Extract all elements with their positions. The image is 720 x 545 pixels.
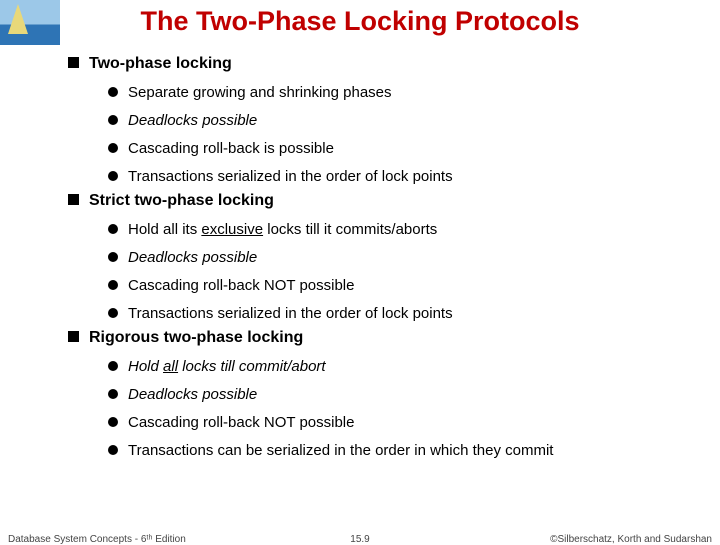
- circle-bullet-icon: [108, 280, 118, 290]
- list-item-level1: Two-phase locking: [68, 54, 696, 73]
- list-item-level2: Cascading roll-back is possible: [108, 139, 696, 157]
- list-item-level2: Hold all its exclusive locks till it com…: [108, 220, 696, 238]
- bullet-text: Cascading roll-back NOT possible: [128, 414, 355, 431]
- circle-bullet-icon: [108, 115, 118, 125]
- list-item-level2: Separate growing and shrinking phases: [108, 83, 696, 101]
- square-bullet-icon: [68, 57, 79, 68]
- content-list: Two-phase locking Separate growing and sh…: [68, 48, 696, 459]
- circle-bullet-icon: [108, 224, 118, 234]
- bullet-text: Separate growing and shrinking phases: [128, 84, 392, 101]
- circle-bullet-icon: [108, 143, 118, 153]
- slide-title: The Two-Phase Locking Protocols: [0, 6, 720, 37]
- bullet-text: Cascading roll-back NOT possible: [128, 277, 355, 294]
- slide: The Two-Phase Locking Protocols Two-phas…: [0, 0, 720, 540]
- bullet-text: Rigorous two-phase locking: [89, 329, 303, 347]
- list-item-level2: Cascading roll-back NOT possible: [108, 413, 696, 431]
- circle-bullet-icon: [108, 389, 118, 399]
- bullet-text: Deadlocks possible: [128, 112, 257, 129]
- bullet-text: Cascading roll-back is possible: [128, 140, 334, 157]
- list-item-level2: Deadlocks possible: [108, 385, 696, 403]
- circle-bullet-icon: [108, 87, 118, 97]
- circle-bullet-icon: [108, 445, 118, 455]
- bullet-text: Strict two-phase locking: [89, 192, 274, 210]
- bullet-text: Deadlocks possible: [128, 249, 257, 266]
- list-item-level2: Transactions serialized in the order of …: [108, 304, 696, 322]
- square-bullet-icon: [68, 194, 79, 205]
- circle-bullet-icon: [108, 417, 118, 427]
- circle-bullet-icon: [108, 361, 118, 371]
- list-item-level1: Rigorous two-phase locking: [68, 328, 696, 347]
- bullet-text: Hold all its exclusive locks till it com…: [128, 221, 437, 238]
- bullet-text: Transactions serialized in the order of …: [128, 168, 453, 185]
- bullet-text: Transactions serialized in the order of …: [128, 305, 453, 322]
- list-item-level2: Hold all locks till commit/abort: [108, 357, 696, 375]
- list-item-level1: Strict two-phase locking: [68, 191, 696, 210]
- list-item-level2: Deadlocks possible: [108, 248, 696, 266]
- bullet-text: Hold all locks till commit/abort: [128, 358, 326, 375]
- bullet-text: Two-phase locking: [89, 55, 232, 73]
- list-item-level2: Cascading roll-back NOT possible: [108, 276, 696, 294]
- circle-bullet-icon: [108, 308, 118, 318]
- list-item-level2: Transactions can be serialized in the or…: [108, 441, 696, 459]
- list-item-level2: Transactions serialized in the order of …: [108, 167, 696, 185]
- circle-bullet-icon: [108, 171, 118, 181]
- bullet-text: Deadlocks possible: [128, 386, 257, 403]
- bullet-text: Transactions can be serialized in the or…: [128, 442, 553, 459]
- list-item-level2: Deadlocks possible: [108, 111, 696, 129]
- circle-bullet-icon: [108, 252, 118, 262]
- square-bullet-icon: [68, 331, 79, 342]
